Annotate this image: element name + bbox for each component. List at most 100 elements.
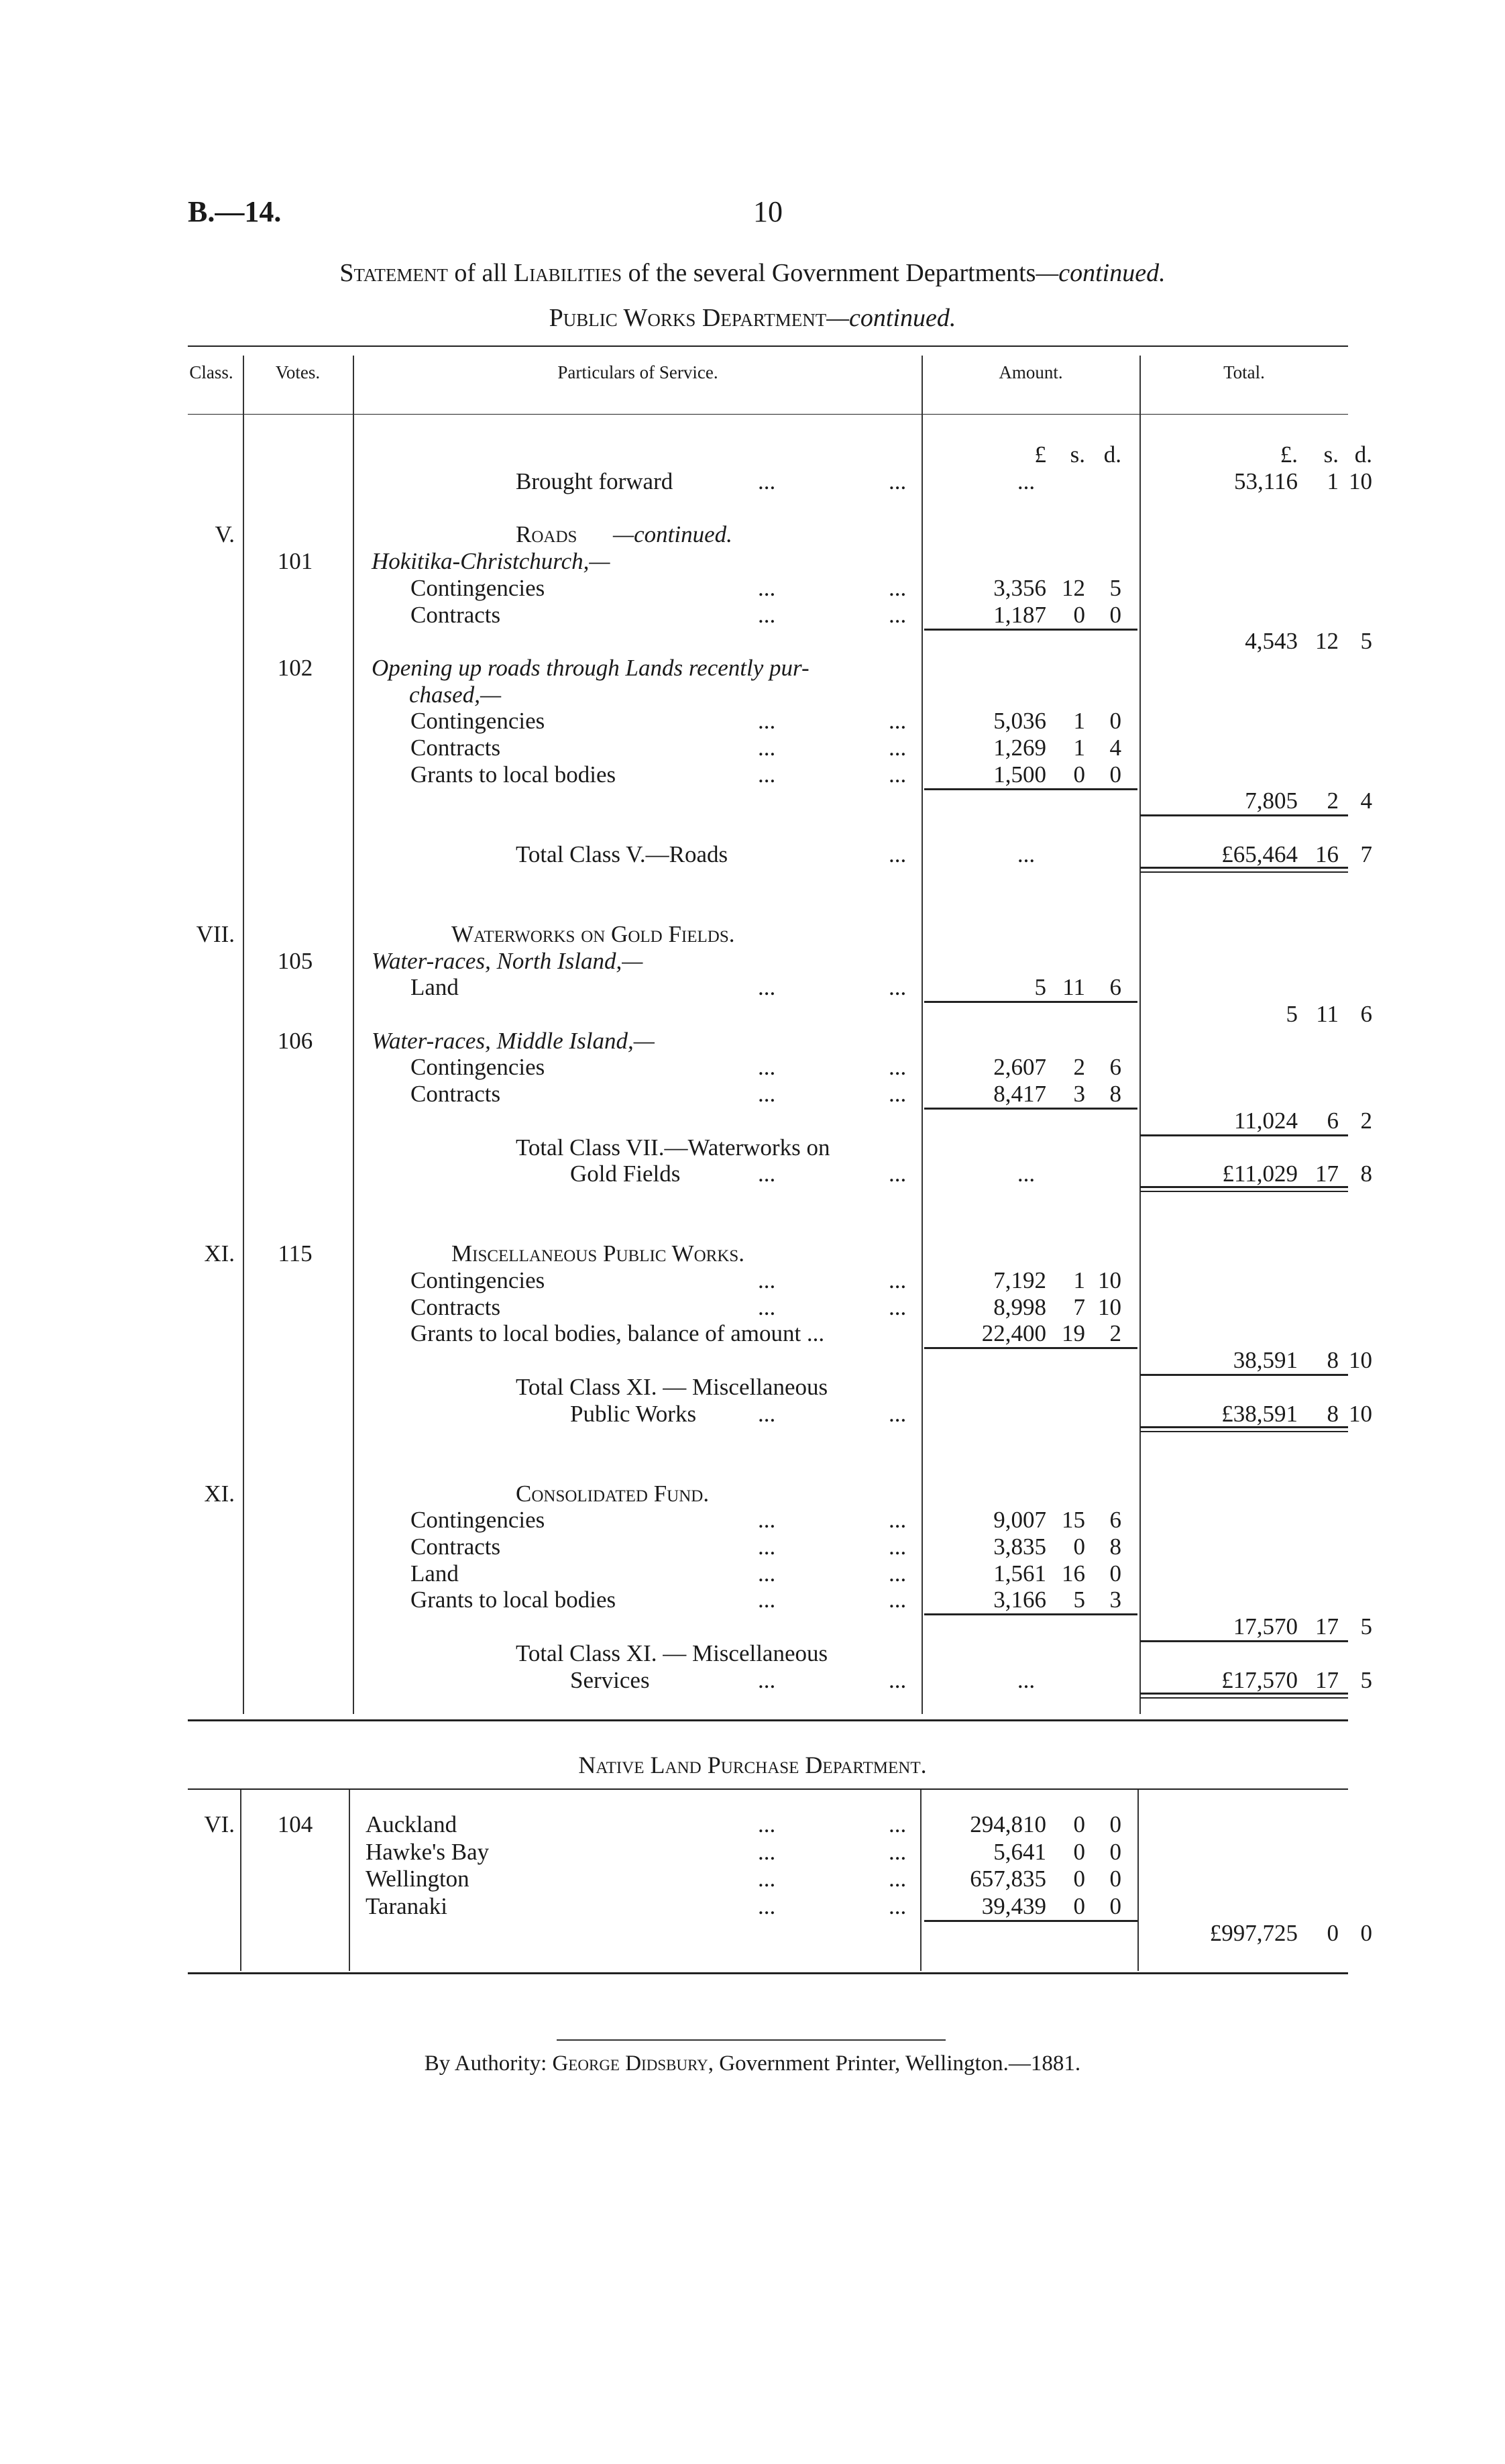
- amount-pence: 10: [1098, 1267, 1121, 1293]
- vote-number: 104: [277, 1811, 313, 1837]
- leader-dots: ...: [889, 761, 907, 788]
- column-header-amount: Amount.: [999, 362, 1063, 382]
- title-text: of all: [447, 259, 514, 287]
- leader-dots: ...: [889, 1534, 907, 1560]
- printer-imprint: By Authority: George Didsbury, Governmen…: [0, 2051, 1505, 2076]
- table-row: [188, 1187, 1348, 1214]
- leader-dots: ...: [889, 974, 907, 1001]
- leader-dots: ...: [889, 1161, 907, 1187]
- service-particulars: Grants to local bodies: [410, 761, 616, 788]
- total-pence: 10: [1349, 1347, 1372, 1374]
- service-particulars: Waterworks on Gold Fields.: [451, 920, 735, 947]
- amount-pounds: 9,007: [993, 1507, 1046, 1534]
- amount-pounds: 1,269: [993, 735, 1046, 761]
- leader-dots: ...: [758, 974, 776, 1001]
- service-particulars: Total Class VII.—Waterworks on: [516, 1134, 830, 1161]
- amount-pounds: 39,439: [981, 1892, 1046, 1919]
- imprint-text: , Government Printer, Wellington.—1881.: [708, 2051, 1081, 2076]
- amount-unit-pence: d.: [1103, 441, 1121, 468]
- native-table-top-rule: [188, 1788, 1348, 1790]
- sum-rule: [1140, 1426, 1348, 1432]
- leader-dots: ...: [758, 468, 776, 494]
- amount-pence: 6: [1109, 974, 1122, 1001]
- service-particulars: Contingencies: [410, 1054, 545, 1081]
- amount-ellipsis: ...: [1017, 1161, 1036, 1187]
- department-continued: —continued.: [826, 304, 956, 332]
- title-word: Liabilities: [513, 259, 622, 287]
- table-row: VI. 104 Auckland...... 294,810 0 0: [188, 1811, 1348, 1838]
- table-row: £997,725 0 0: [188, 1920, 1372, 1947]
- total-pence: 10: [1349, 468, 1372, 494]
- table-row: 17,570 17 5: [188, 1613, 1372, 1643]
- printer-name: George Didsbury: [552, 2051, 708, 2076]
- service-particulars: Total Class XI. — Miscellaneous: [516, 1640, 828, 1666]
- amount-pence: 3: [1109, 1587, 1122, 1613]
- amount-pounds: 7,192: [993, 1267, 1046, 1293]
- table-row: chased,—: [188, 682, 1348, 708]
- amount-shillings: 0: [1073, 1892, 1086, 1919]
- service-particulars: chased,—: [409, 681, 502, 708]
- table-row: Contingencies...... 5,036 1 0: [188, 708, 1348, 735]
- column-divider: [243, 356, 244, 1714]
- column-header-votes: Votes.: [275, 362, 321, 382]
- table-row: [188, 868, 1348, 895]
- sum-rule: [1140, 1374, 1348, 1377]
- column-divider: [240, 1790, 241, 1971]
- amount-pounds: 8,998: [993, 1293, 1046, 1320]
- leader-dots: ...: [889, 1507, 907, 1534]
- amount-shillings: 5: [1073, 1587, 1086, 1613]
- table-row: Brought forward......... 53,116 1 10: [188, 468, 1372, 495]
- table-row: 101 Hokitika-Christchurch,—: [188, 548, 1348, 575]
- total-pounds: 53,116: [1234, 468, 1298, 494]
- service-particulars: Contracts: [410, 1293, 501, 1320]
- service-particulars: Brought forward: [516, 468, 673, 494]
- class-number: V.: [215, 521, 235, 548]
- sum-rule: [1140, 1640, 1348, 1643]
- total-pence: 5: [1360, 1613, 1373, 1640]
- leader-dots: ...: [889, 601, 907, 628]
- total-pounds: 11,024: [1234, 1107, 1298, 1134]
- table-row: Contracts...... 8,998 7 10: [188, 1294, 1348, 1321]
- service-particulars: Miscellaneous Public Works.: [451, 1240, 745, 1267]
- sum-rule: [924, 1108, 1137, 1110]
- total-unit-shillings: s.: [1323, 441, 1339, 468]
- leader-dots: ...: [758, 1507, 776, 1534]
- vote-number: 115: [278, 1240, 313, 1267]
- column-header-particulars: Particulars of Service.: [557, 362, 718, 382]
- leader-dots: ...: [889, 1866, 907, 1892]
- table-row: Contingencies...... 9,007 15 6: [188, 1507, 1348, 1534]
- table-row: Contingencies...... 2,607 2 6: [188, 1054, 1348, 1081]
- service-particulars: Land: [410, 1560, 459, 1587]
- service-particulars: Hawke's Bay: [366, 1838, 490, 1865]
- amount-shillings: 2: [1073, 1054, 1086, 1081]
- leader-dots: ...: [889, 574, 907, 601]
- header-bottom-rule: [188, 414, 1348, 415]
- total-pounds: 4,543: [1245, 628, 1298, 655]
- total-shillings: 6: [1327, 1107, 1339, 1134]
- table-row: 7,805 2 4: [188, 788, 1372, 817]
- leader-dots: ...: [758, 761, 776, 788]
- sum-rule: [1140, 1692, 1348, 1699]
- service-particulars: Total Class XI. — Miscellaneous: [516, 1373, 828, 1400]
- vote-number: 101: [277, 548, 313, 575]
- table-row: 4,543 12 5: [188, 628, 1372, 655]
- table-row: Contingencies...... 3,356 12 5: [188, 575, 1348, 602]
- column-divider: [1139, 356, 1141, 1714]
- sum-rule: [924, 1001, 1137, 1004]
- total-shillings: 17: [1315, 1161, 1339, 1187]
- document-reference: B.—14.: [188, 195, 282, 228]
- table-row: Contracts...... 1,269 1 4: [188, 735, 1348, 761]
- total-shillings: 16: [1315, 841, 1339, 867]
- amount-pounds: 1,561: [993, 1560, 1046, 1587]
- service-particulars: Auckland: [366, 1811, 457, 1837]
- amount-pounds: 294,810: [970, 1811, 1046, 1837]
- service-particulars: Consolidated Fund.: [516, 1480, 710, 1507]
- total-pounds: 38,591: [1233, 1347, 1298, 1374]
- service-particulars: Contingencies: [410, 1507, 545, 1534]
- amount-ellipsis: ...: [1017, 468, 1036, 494]
- vote-number: 105: [277, 947, 313, 974]
- service-particulars: Roads: [516, 521, 577, 548]
- table-row: Total Class XI. — Miscellaneous: [188, 1374, 1348, 1401]
- class-number: XI.: [204, 1480, 235, 1507]
- table-row: Total Class XI. — Miscellaneous: [188, 1640, 1348, 1667]
